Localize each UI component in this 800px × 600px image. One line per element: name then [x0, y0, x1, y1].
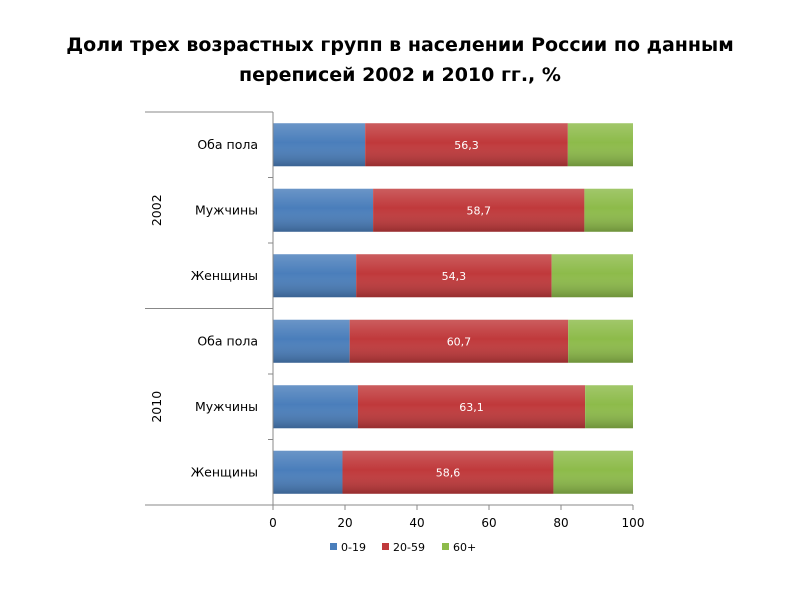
x-tick-label-0: 0 [269, 516, 277, 530]
bar-shade-2010-мужчины-60 [585, 385, 633, 429]
bar-shade-2010-мужчины-20-59 [357, 385, 586, 429]
bar-shade-2002-мужчины-0-19 [273, 188, 374, 232]
category-label-2010-оба-пола: Оба пола [197, 333, 258, 348]
legend-label-0-19: 0-19 [341, 541, 366, 554]
bar-shade-2010-оба-пола-20-59 [349, 319, 569, 363]
data-label-2010-оба-пола: 60,7 [447, 335, 472, 348]
bar-shade-2002-женщины-60 [551, 254, 633, 298]
bar-shade-2002-мужчины-20-59 [373, 188, 585, 232]
chart-title-line-1: Доли трех возрастных групп в населении Р… [66, 34, 734, 56]
x-tick-label-20: 20 [337, 516, 352, 530]
x-tick-label-40: 40 [409, 516, 424, 530]
bar-shade-2010-женщины-0-19 [273, 450, 343, 494]
category-label-2002-мужчины: Мужчины [195, 202, 258, 217]
bar-shade-2002-оба-пола-0-19 [273, 123, 366, 167]
bar-shade-2010-оба-пола-0-19 [273, 319, 350, 363]
data-label-2010-женщины: 58,6 [436, 466, 461, 479]
bar-shade-2002-женщины-0-19 [273, 254, 357, 298]
data-label-2010-мужчины: 63,1 [459, 401, 484, 414]
bar-shade-2002-женщины-20-59 [356, 254, 552, 298]
data-label-2002-женщины: 54,3 [442, 270, 467, 283]
bar-shade-2010-женщины-20-59 [342, 450, 554, 494]
legend-label-60: 60+ [453, 541, 476, 554]
category-label-2010-мужчины: Мужчины [195, 399, 258, 414]
bar-shade-2002-мужчины-60 [584, 188, 633, 232]
bar-shade-2010-женщины-60 [553, 450, 633, 494]
data-label-2002-оба-пола: 56,3 [454, 139, 479, 152]
chart-title-line-2: переписей 2002 и 2010 гг., % [239, 64, 561, 86]
x-tick-label-60: 60 [481, 516, 496, 530]
group-label-2002: 2002 [149, 194, 164, 226]
bar-shade-2002-оба-пола-60 [567, 123, 633, 167]
legend-swatch-0-19 [330, 543, 337, 550]
legend-swatch-60 [442, 543, 449, 550]
legend-label-20-59: 20-59 [393, 541, 425, 554]
data-label-2002-мужчины: 58,7 [466, 204, 491, 217]
bar-shade-2010-мужчины-0-19 [273, 385, 358, 429]
x-tick-label-100: 100 [622, 516, 645, 530]
x-tick-label-80: 80 [553, 516, 568, 530]
bar-shade-2010-оба-пола-60 [568, 319, 633, 363]
category-label-2010-женщины: Женщины [191, 464, 258, 479]
group-label-2010: 2010 [149, 391, 164, 423]
bar-shade-2002-оба-пола-20-59 [365, 123, 568, 167]
category-label-2002-женщины: Женщины [191, 268, 258, 283]
legend-swatch-20-59 [382, 543, 389, 550]
category-label-2002-оба-пола: Оба пола [197, 137, 258, 152]
chart-title: Доли трех возрастных групп в населении Р… [0, 30, 800, 90]
